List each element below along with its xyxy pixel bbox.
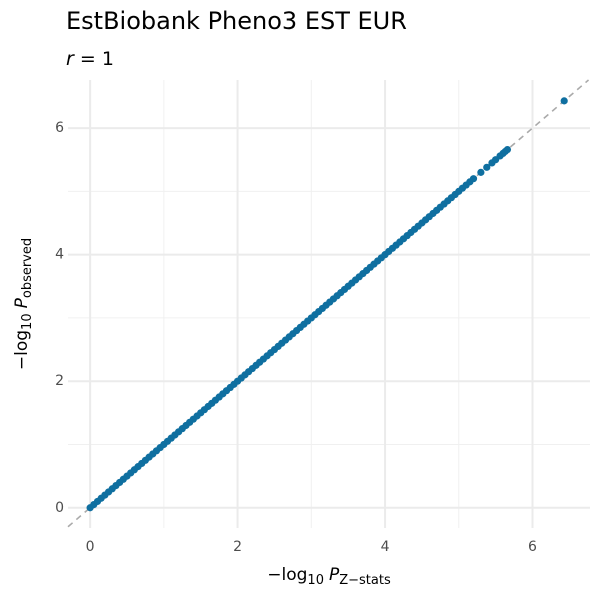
- x-axis-label: −log10 PZ−stats: [267, 565, 391, 588]
- y-tick-label: 2: [55, 373, 64, 389]
- point: [560, 97, 568, 105]
- x-label-base: 10: [307, 573, 324, 588]
- point: [469, 175, 478, 183]
- y-label-base: 10: [20, 313, 35, 330]
- x-tick-label: 4: [381, 539, 390, 555]
- point: [483, 163, 491, 171]
- x-label-prefix: −log: [267, 565, 307, 585]
- chart-title: EstBiobank Pheno3 EST EUR: [66, 7, 407, 35]
- y-axis-label: −log10 Pobserved: [12, 238, 35, 370]
- y-label-sub: observed: [20, 238, 35, 298]
- subtitle-eq: = 1: [80, 48, 114, 70]
- x-label-var: P: [329, 565, 340, 585]
- x-label-sub: Z−stats: [339, 573, 391, 588]
- y-tick-label: 4: [55, 247, 64, 263]
- point: [503, 146, 512, 154]
- x-tick-label: 6: [528, 539, 537, 555]
- y-label-var: P: [12, 297, 32, 308]
- x-tick-label: 0: [86, 539, 95, 555]
- y-label-prefix: −log: [12, 330, 32, 370]
- y-tick-label: 0: [55, 500, 64, 516]
- x-tick-label: 2: [233, 539, 242, 555]
- chart-subtitle: r = 1: [66, 48, 114, 70]
- y-tick-label: 6: [55, 120, 64, 136]
- point: [477, 168, 485, 176]
- subtitle-var: r: [66, 48, 75, 70]
